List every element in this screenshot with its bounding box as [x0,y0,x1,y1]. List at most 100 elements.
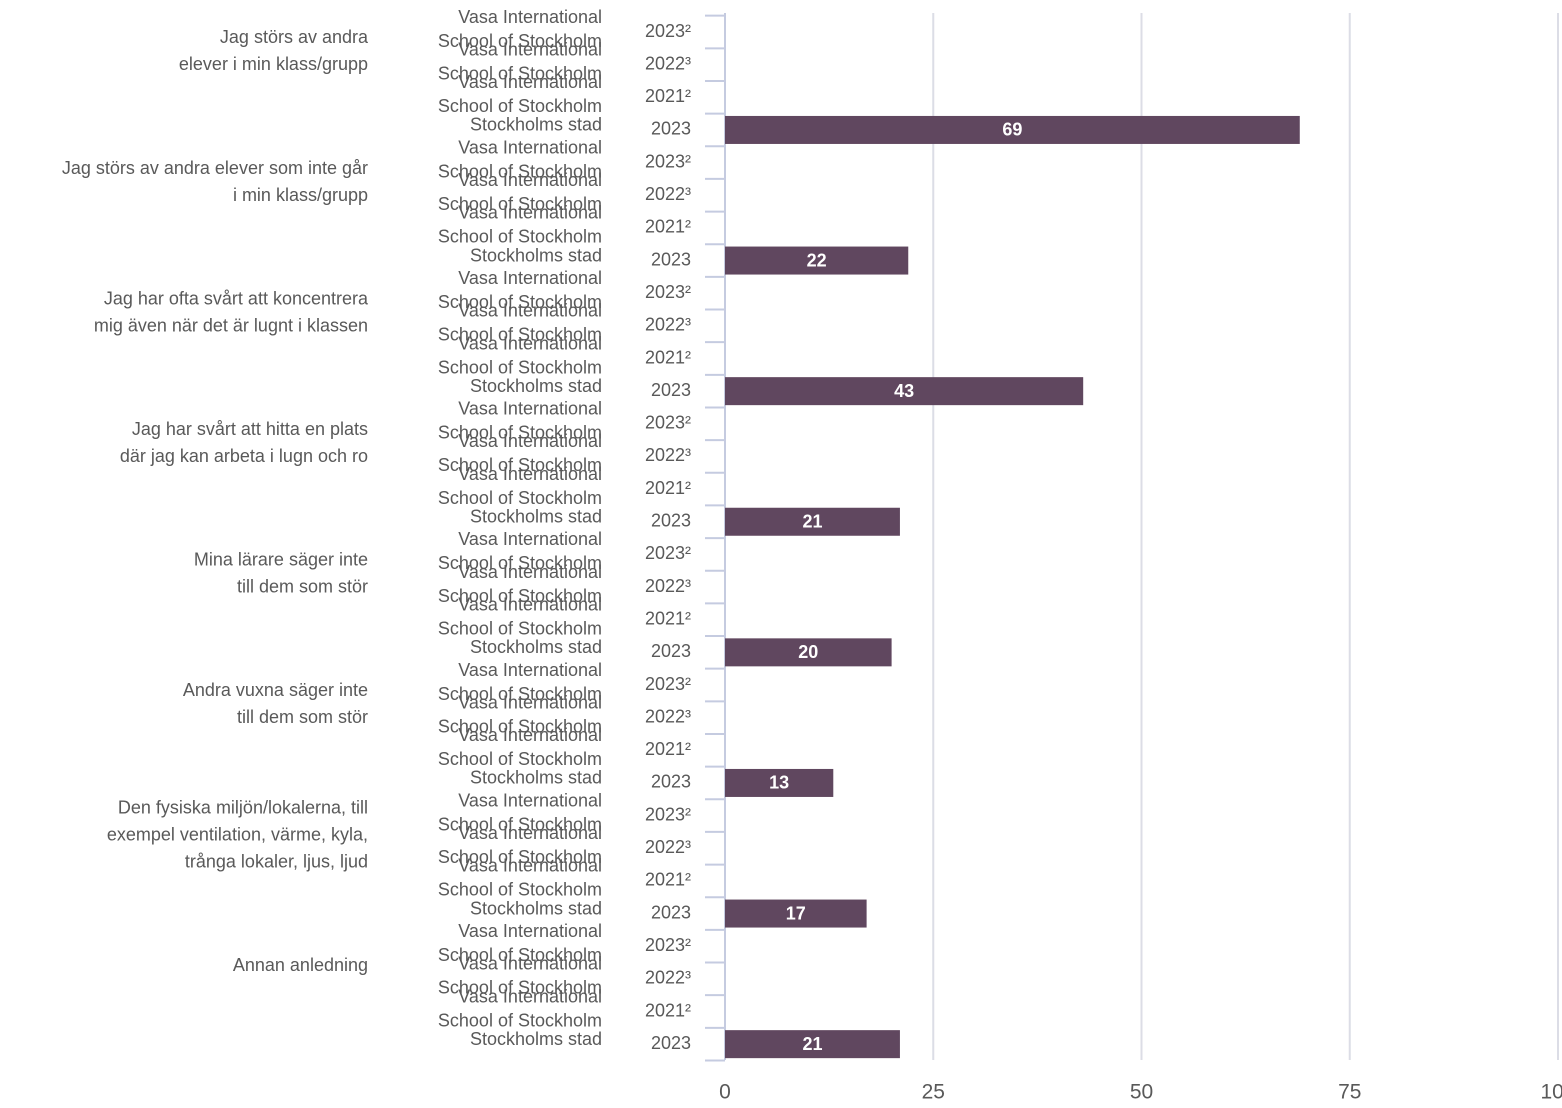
row-year-label: 2022³ [645,445,691,465]
row-school-label: Vasa International [458,562,602,582]
row-year-label: 2023² [645,413,691,433]
row-school-label: School of Stockholm [438,161,602,181]
category-label: mig även när det är lugnt i klassen [94,315,368,335]
x-tick-label: 50 [1130,1081,1153,1103]
row-school-label: Stockholms stad [470,507,602,527]
row-year-label: 2022³ [645,576,691,596]
row-year-label: 2023² [645,804,691,824]
row-school-label: Vasa International [458,268,602,288]
bar-value-label: 17 [786,903,806,923]
row-year-label: 2021² [645,478,691,498]
row-school-label: Vasa International [458,203,602,223]
category-label: exempel ventilation, värme, kyla, [107,824,368,844]
category-label: Jag störs av andra [220,27,369,47]
row-year-label: 2023² [645,21,691,41]
bar [725,115,1300,144]
category-label: Jag störs av andra elever som inte går [62,158,368,178]
category-label: Jag har ofta svårt att koncentrera [104,288,369,308]
row-school-label: Vasa International [458,986,602,1006]
row-school-label: Stockholms stad [470,768,602,788]
row-school-label: School of Stockholm [438,716,602,736]
row-school-label: Stockholms stad [470,115,602,135]
row-year-label: 2021² [645,86,691,106]
row-year-label: 2023 [651,772,691,792]
row-year-label: 2021² [645,608,691,628]
row-school-label: School of Stockholm [438,749,602,769]
row-year-label: 2022³ [645,968,691,988]
category-label: Annan anledning [233,955,368,975]
row-year-label: 2023 [651,1033,691,1053]
row-school-label: School of Stockholm [438,880,602,900]
row-school-label: Vasa International [458,39,602,59]
row-year-label: 2023 [651,249,691,269]
row-school-label: Vasa International [458,333,602,353]
row-year-label: 2022³ [645,53,691,73]
row-year-label: 2023 [651,641,691,661]
row-year-label: 2022³ [645,184,691,204]
row-school-label: Vasa International [458,823,602,843]
bar [725,899,867,928]
row-year-label: 2023 [651,511,691,531]
row-school-label: Vasa International [458,72,602,92]
row-school-label: Vasa International [458,954,602,974]
category-label: till dem som stör [237,707,368,727]
row-school-label: School of Stockholm [438,292,602,312]
row-school-label: Stockholms stad [470,1029,602,1049]
bar-value-label: 21 [802,1034,822,1054]
row-year-label: 2023 [651,119,691,139]
category-label: till dem som stör [237,577,368,597]
row-school-label: School of Stockholm [438,586,602,606]
x-tick-label: 0 [719,1081,731,1103]
bar [725,377,1084,406]
row-year-label: 2023² [645,935,691,955]
row-year-label: 2023 [651,380,691,400]
bar-value-label: 22 [807,250,827,270]
row-year-label: 2021² [645,347,691,367]
row-school-label: Vasa International [458,921,602,941]
row-school-label: Vasa International [458,301,602,321]
row-school-label: Vasa International [458,790,602,810]
bar [725,507,900,536]
row-year-label: 2021² [645,739,691,759]
row-school-label: School of Stockholm [438,325,602,345]
category-label: Den fysiska miljön/lokalerna, till [118,797,368,817]
row-school-label: School of Stockholm [438,423,602,443]
row-year-label: 2022³ [645,315,691,335]
category-label: Jag har svårt att hitta en plats [132,419,368,439]
row-school-label: Vasa International [458,725,602,745]
row-school-label: School of Stockholm [438,31,602,51]
row-school-label: School of Stockholm [438,618,602,638]
row-school-label: Vasa International [458,660,602,680]
row-school-label: Stockholms stad [470,637,602,657]
bar [725,768,834,797]
category-label: där jag kan arbeta i lugn och ro [120,446,368,466]
row-school-label: Vasa International [458,137,602,157]
row-school-label: Vasa International [458,856,602,876]
row-school-label: School of Stockholm [438,488,602,508]
row-school-label: School of Stockholm [438,814,602,834]
row-school-label: Vasa International [458,170,602,190]
bar [725,638,892,667]
row-school-label: School of Stockholm [438,357,602,377]
row-school-label: School of Stockholm [438,945,602,965]
row-school-label: School of Stockholm [438,978,602,998]
row-school-label: Vasa International [458,692,602,712]
category-label: i min klass/grupp [233,185,368,205]
row-school-label: School of Stockholm [438,553,602,573]
row-year-label: 2023² [645,151,691,171]
row-school-label: Stockholms stad [470,898,602,918]
row-year-label: 2021² [645,870,691,890]
bar-value-label: 69 [1002,120,1022,140]
category-label: Andra vuxna säger inte [183,680,368,700]
row-school-label: Vasa International [458,464,602,484]
row-year-label: 2022³ [645,706,691,726]
x-tick-label: 100 [1540,1081,1562,1103]
row-year-label: 2023² [645,543,691,563]
bar-value-label: 43 [894,381,914,401]
row-school-label: School of Stockholm [438,1010,602,1030]
row-school-label: School of Stockholm [438,227,602,247]
bar-value-label: 20 [798,642,818,662]
row-school-label: Vasa International [458,399,602,419]
bar-value-label: 21 [802,512,822,532]
